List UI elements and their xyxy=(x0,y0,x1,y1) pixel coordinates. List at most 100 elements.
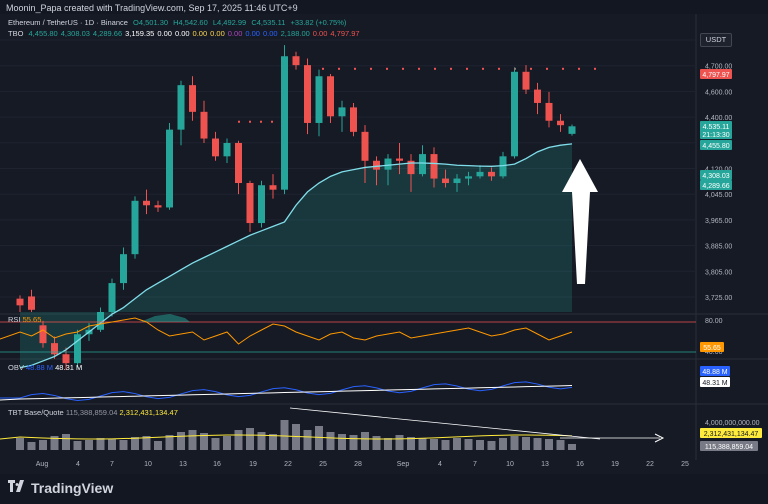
price-label-box xyxy=(700,69,732,79)
volume-bar xyxy=(418,438,427,450)
time-tick-label: 25 xyxy=(681,461,689,468)
rsi-tick-label: 40.00 xyxy=(705,349,723,356)
price-label-text: 4,289.66 xyxy=(702,183,729,190)
obv-name: OBV xyxy=(8,363,24,372)
low-value: L4,492.99 xyxy=(212,18,247,27)
price-chart[interactable]: 4,900.004,700.004,600.004,400.004,200.00… xyxy=(0,14,768,474)
resistance-dot xyxy=(482,67,484,70)
symbol-name: Ethereum / TetherUS · 1D · Binance xyxy=(8,18,128,27)
price-tick-label: 3,885.00 xyxy=(705,244,732,251)
candle-body xyxy=(499,156,507,177)
volume-bar xyxy=(441,440,450,450)
candle-body xyxy=(407,160,415,175)
volume-tick-label: 4,000,000,000.00 xyxy=(705,420,760,427)
chart-caption: Moonin_Papa created with TradingView.com… xyxy=(6,3,298,13)
volume-bar xyxy=(39,440,47,450)
tbo-value: 0.00 xyxy=(174,29,190,38)
resistance-dot xyxy=(418,67,420,70)
time-tick-label: 16 xyxy=(576,461,584,468)
obv-value-label: 48.88 M xyxy=(702,369,727,376)
candle-body xyxy=(419,154,426,175)
resistance-dot xyxy=(594,67,596,70)
candle-body xyxy=(143,200,150,206)
volume-bar xyxy=(257,432,266,450)
tbt-name: TBT Base/Quote xyxy=(8,408,64,417)
obv-value-1: 48.88 M xyxy=(25,363,54,372)
tbo-value: 4,455.80 xyxy=(28,29,58,38)
volume-bar xyxy=(499,438,507,450)
time-tick-label: 7 xyxy=(473,461,477,468)
volume-bar xyxy=(280,420,289,450)
tbt-value-1: 115,388,859.04 xyxy=(65,408,118,417)
tbt-ma-label: 2,312,431,134.47 xyxy=(704,431,759,438)
candle-body xyxy=(223,142,231,157)
candle-body xyxy=(545,102,553,121)
volume-bar xyxy=(119,440,128,450)
tbt-ma-box xyxy=(700,428,762,438)
tbo-value: 2,188.00 xyxy=(280,29,310,38)
open-value: O4,501.30 xyxy=(133,18,169,27)
candle-body xyxy=(453,178,461,184)
volume-bar xyxy=(85,440,93,450)
tbt-value-2: 2,312,431,134.47 xyxy=(119,408,178,417)
resistance-dot xyxy=(498,67,500,70)
volume-bar xyxy=(326,432,335,450)
resistance-dot xyxy=(338,67,340,70)
resistance-dot xyxy=(238,120,240,123)
tbt-volume-label: 115,388,859.04 xyxy=(705,444,753,451)
volume-bar xyxy=(361,432,369,450)
candle-body xyxy=(62,354,70,364)
candle-body xyxy=(361,131,369,161)
resistance-dot xyxy=(260,120,262,123)
high-value: H4,542.60 xyxy=(173,18,208,27)
candle-body xyxy=(430,154,438,179)
candle-body xyxy=(511,71,518,157)
up-arrow-annotation xyxy=(562,159,598,284)
price-tick-label: 3,965.00 xyxy=(705,218,732,225)
price-tick-label: 3,725.00 xyxy=(705,295,732,302)
candle-body xyxy=(281,56,288,190)
time-tick-label: 4 xyxy=(438,461,442,468)
tbt-volume-box xyxy=(700,441,758,451)
volume-bar xyxy=(177,432,185,450)
price-tick-label: 4,700.00 xyxy=(705,64,732,71)
candle-body xyxy=(28,296,35,310)
tbo-value: 0.00 xyxy=(245,29,260,38)
rsi-overbought-fill xyxy=(140,314,190,322)
resistance-dot xyxy=(249,120,251,123)
currency-button[interactable]: USDT xyxy=(700,33,732,47)
tradingview-logo[interactable]: TradingView xyxy=(8,480,113,496)
price-tick-label: 4,600.00 xyxy=(705,89,732,96)
obv-ma-value-label: 48.31 M xyxy=(702,380,727,387)
moving-average-line xyxy=(19,143,573,369)
candle-body xyxy=(522,71,530,90)
candle-body xyxy=(396,158,403,161)
candle-body xyxy=(154,205,162,208)
chart-area[interactable]: 4,900.004,700.004,600.004,400.004,200.00… xyxy=(0,14,768,474)
tbo-value: 0.00 xyxy=(192,29,208,38)
volume-bar xyxy=(338,434,346,450)
price-label-text: 4,797.97 xyxy=(702,72,729,79)
ma-area xyxy=(20,143,572,368)
obv-ma-value-box xyxy=(700,377,730,387)
time-tick-label: 13 xyxy=(179,461,187,468)
candle-body xyxy=(97,312,104,330)
candle-body xyxy=(16,298,24,306)
obv-value-box xyxy=(700,366,730,376)
volume-bar xyxy=(211,438,220,450)
obv-ma-line xyxy=(0,385,573,401)
candle-body xyxy=(246,183,254,224)
candle-body xyxy=(177,85,185,130)
time-tick-label: 28 xyxy=(354,461,362,468)
volume-bar xyxy=(568,444,576,450)
symbol-legend: Ethereum / TetherUS · 1D · Binance O4,50… xyxy=(8,18,349,27)
volume-bar xyxy=(453,438,461,450)
tbo-name: TBO xyxy=(8,29,24,38)
tbo-value: 0.00 xyxy=(262,29,278,38)
price-label-box xyxy=(700,121,732,131)
volume-bar xyxy=(16,438,24,450)
time-tick-label: 4 xyxy=(76,461,80,468)
volume-bar xyxy=(188,430,197,450)
volume-bar xyxy=(430,439,438,450)
volume-bar xyxy=(464,439,473,450)
